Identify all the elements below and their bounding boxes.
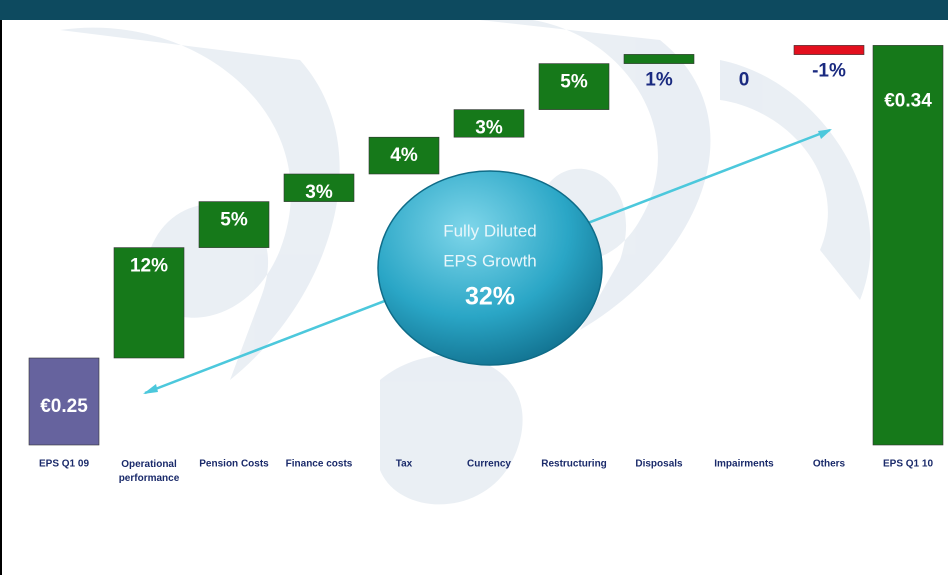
value-label: 5% <box>220 210 248 231</box>
bar <box>453 109 525 138</box>
x-tick-label: Operational performance <box>119 459 180 484</box>
value-label: 1% <box>645 69 673 90</box>
value-label: €0.25 <box>40 396 88 417</box>
value-label: 0 <box>739 69 750 90</box>
bar <box>623 54 695 64</box>
bar <box>283 173 355 202</box>
x-tick-label: Restructuring <box>541 459 607 470</box>
bar <box>368 136 440 175</box>
bar <box>198 201 270 248</box>
value-label: €0.34 <box>884 90 932 111</box>
bars: €0.25 EPS Q1 09 12% Operational performance 5… <box>28 45 944 484</box>
bar <box>28 357 100 446</box>
x-tick-label: Tax <box>396 459 413 470</box>
value-label: 3% <box>475 118 503 139</box>
bubble-value: 32% <box>465 283 515 311</box>
value-label: 12% <box>130 256 168 277</box>
bubble-title: Fully Diluted <box>443 221 537 240</box>
bar <box>872 45 944 446</box>
x-tick-label: Currency <box>467 459 511 470</box>
watermark <box>60 17 871 505</box>
x-tick-label: EPS Q1 09 <box>39 459 89 470</box>
bar <box>538 63 610 110</box>
x-tick-label: EPS Q1 10 <box>883 459 933 470</box>
bar <box>793 45 865 55</box>
x-tick-label: Finance costs <box>286 459 353 470</box>
x-tick-label: Impairments <box>714 459 774 470</box>
x-tick-label: Pension Costs <box>199 459 269 470</box>
value-label: 4% <box>390 145 418 166</box>
bar <box>113 247 185 359</box>
growth-bubble <box>377 170 603 366</box>
x-tick-label: Others <box>813 459 846 470</box>
arrow-head <box>818 129 832 139</box>
bubble-title: EPS Growth <box>443 251 537 270</box>
value-label: 5% <box>560 72 588 93</box>
arrow-head <box>143 384 158 394</box>
value-label: -1% <box>812 60 846 81</box>
x-tick-label: Disposals <box>635 459 683 470</box>
value-label: 3% <box>305 182 333 203</box>
header-bar <box>0 0 948 20</box>
